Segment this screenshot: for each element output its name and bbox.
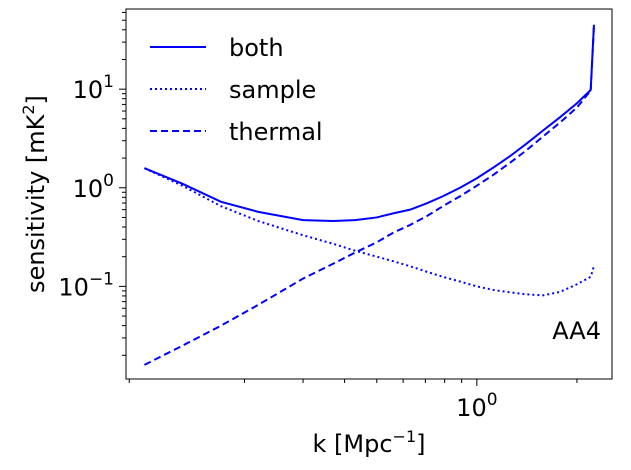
- plot-frame: [125, 8, 613, 380]
- legend-label-sample: sample: [229, 76, 316, 104]
- series-layer: [143, 24, 595, 366]
- legend-label-thermal: thermal: [229, 118, 323, 146]
- series-line-thermal: [143, 26, 595, 366]
- x-axis-label-base: k [Mpc: [313, 430, 393, 458]
- legend-item-both: both: [150, 34, 284, 62]
- y-axis-label-base: sensitivity [mK: [22, 113, 50, 293]
- y-axis-label-exponent: 2: [19, 104, 38, 114]
- annotation-label: AA4: [552, 317, 601, 345]
- legend-label-both: both: [229, 34, 284, 62]
- series-line-both: [144, 24, 595, 223]
- legend-item-sample: sample: [150, 76, 316, 104]
- y-axis-label-end: ]: [22, 95, 50, 104]
- ticks-layer: 100 10−1 100 101: [58, 11, 578, 422]
- x-axis-label-end: ]: [416, 430, 425, 458]
- y-tick-label: 101: [73, 72, 114, 104]
- legend-item-thermal: thermal: [150, 118, 323, 146]
- x-axis-label-exponent: −1: [393, 427, 417, 446]
- y-tick-label: 10−1: [58, 269, 114, 301]
- y-tick-label: 100: [73, 171, 114, 203]
- x-axis-label: k [Mpc−1]: [313, 427, 426, 458]
- series-line-sample: [144, 167, 595, 297]
- y-axis-label: sensitivity [mK2]: [19, 95, 50, 293]
- x-tick-label: 100: [456, 390, 497, 422]
- legend: both sample thermal: [150, 34, 323, 146]
